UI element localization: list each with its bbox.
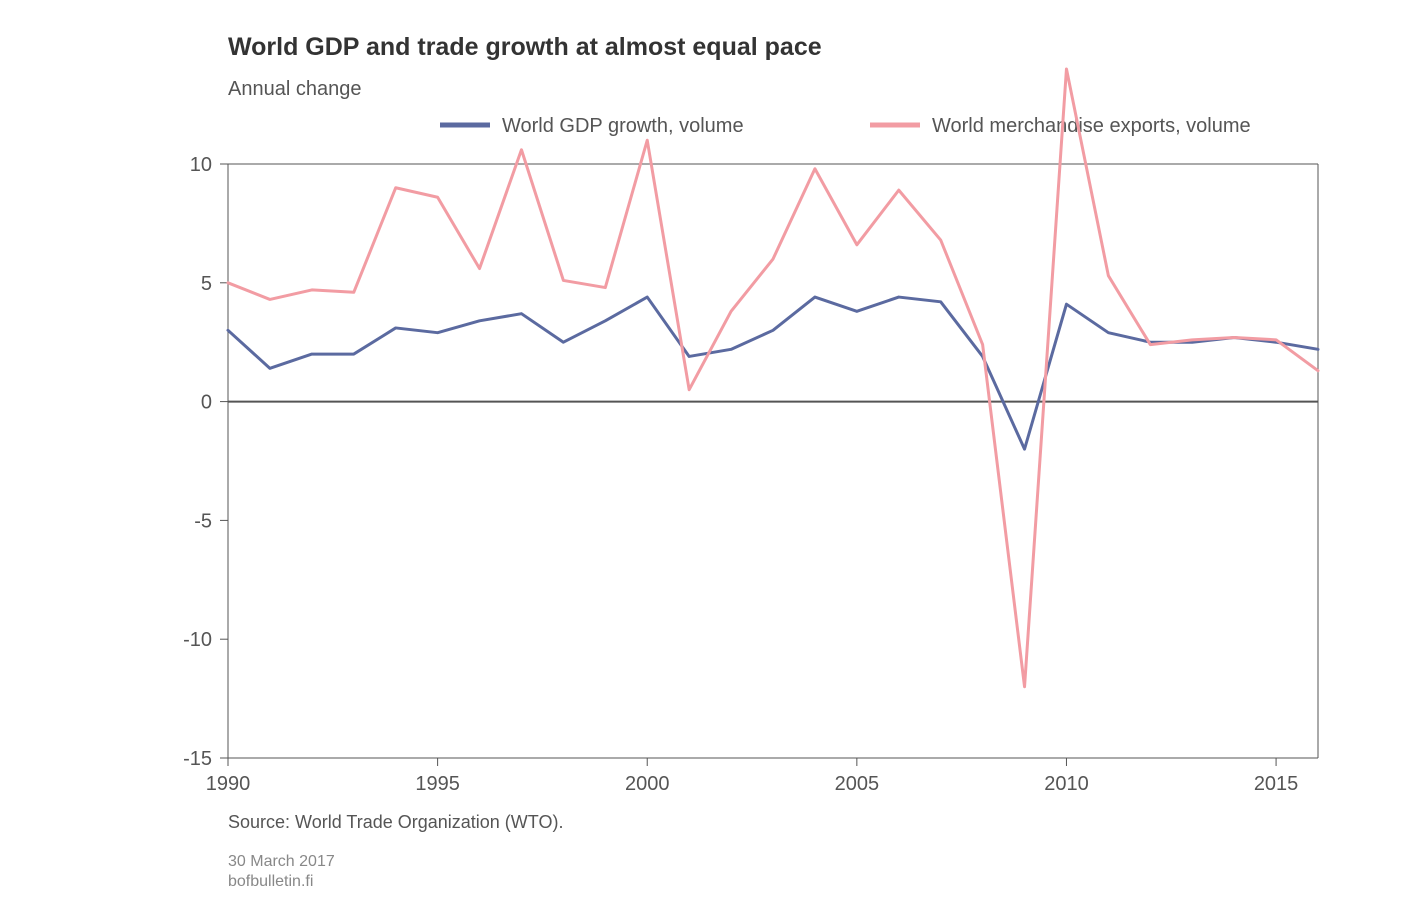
- source-label: Source: World Trade Organization (WTO).: [228, 812, 563, 832]
- footer-site: bofbulletin.fi: [228, 873, 313, 890]
- series-line: [228, 297, 1318, 449]
- y-tick-label: -10: [183, 629, 212, 651]
- x-tick-label: 2015: [1254, 773, 1299, 795]
- x-tick-label: 2005: [835, 773, 880, 795]
- y-tick-label: -5: [194, 510, 212, 532]
- x-tick-label: 1990: [206, 773, 251, 795]
- series-line: [228, 69, 1318, 687]
- y-tick-label: 10: [190, 154, 212, 176]
- x-tick-label: 2000: [625, 773, 670, 795]
- y-tick-label: 0: [201, 392, 212, 414]
- x-tick-label: 1995: [415, 773, 460, 795]
- chart-title: World GDP and trade growth at almost equ…: [228, 33, 822, 61]
- y-axis-label: Annual change: [228, 78, 361, 100]
- chart-container: World GDP and trade growth at almost equ…: [0, 0, 1407, 919]
- x-tick-label: 2010: [1044, 773, 1089, 795]
- footer-date: 30 March 2017: [228, 853, 335, 870]
- line-chart-svg: World GDP and trade growth at almost equ…: [0, 0, 1407, 919]
- legend-label: World GDP growth, volume: [502, 115, 744, 137]
- legend-label: World merchandise exports, volume: [932, 115, 1251, 137]
- y-tick-label: -15: [183, 748, 212, 770]
- y-tick-label: 5: [201, 273, 212, 295]
